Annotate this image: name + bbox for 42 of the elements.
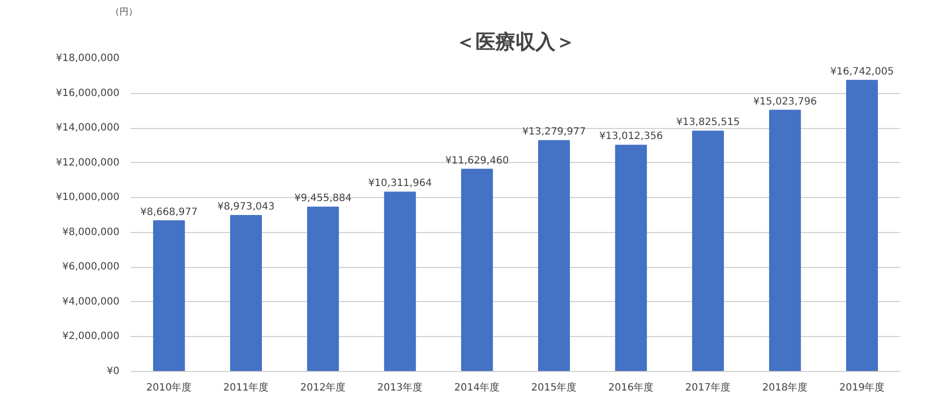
x-tick-label: 2015年度 <box>531 382 577 394</box>
y-tick-label: ¥18,000,000 <box>56 53 120 64</box>
data-label: ¥11,629,460 <box>445 155 509 166</box>
x-tick-label: 2012年度 <box>300 382 346 394</box>
data-label: ¥13,825,515 <box>676 117 740 128</box>
bar <box>461 168 493 372</box>
data-label: ¥13,279,977 <box>522 126 586 138</box>
data-label: ¥8,973,043 <box>217 201 275 212</box>
x-tick-label: 2017年度 <box>685 382 731 394</box>
x-tick-label: 2016年度 <box>608 382 654 394</box>
x-tick-label: 2013年度 <box>377 382 423 394</box>
x-tick-label: 2010年度 <box>146 382 192 394</box>
data-label: ¥10,311,964 <box>368 178 432 190</box>
y-tick-label: ¥8,000,000 <box>62 226 120 238</box>
x-tick-label: 2011年度 <box>223 382 269 394</box>
bar <box>769 110 801 372</box>
y-tick-label: ¥4,000,000 <box>62 296 120 308</box>
bar <box>692 130 724 372</box>
bar <box>615 144 647 372</box>
x-tick-label: 2014年度 <box>454 382 500 394</box>
bar <box>153 220 185 372</box>
data-label: ¥13,012,356 <box>599 131 663 142</box>
y-axis-title: （円） <box>110 8 138 18</box>
bar <box>307 206 339 372</box>
data-label: ¥15,023,796 <box>753 96 817 108</box>
y-tick-label: ¥10,000,000 <box>56 192 120 204</box>
bar <box>230 214 262 372</box>
y-tick-label: ¥14,000,000 <box>56 122 120 134</box>
chart-title: ＜医療収入＞ <box>456 30 576 54</box>
data-label: ¥9,455,884 <box>294 193 352 204</box>
data-label: ¥8,668,977 <box>140 206 198 218</box>
bar <box>384 192 416 372</box>
y-tick-label: ¥12,000,000 <box>56 157 120 168</box>
bar <box>538 140 570 372</box>
y-tick-label: ¥16,000,000 <box>56 88 120 99</box>
y-tick-label: ¥0 <box>106 366 120 377</box>
y-tick-label: ¥2,000,000 <box>62 331 120 342</box>
x-tick-label: 2018年度 <box>762 382 808 394</box>
data-label: ¥16,742,005 <box>830 66 894 78</box>
bar <box>846 80 878 372</box>
y-tick-label: ¥6,000,000 <box>62 262 120 273</box>
x-tick-label: 2019年度 <box>839 382 885 394</box>
